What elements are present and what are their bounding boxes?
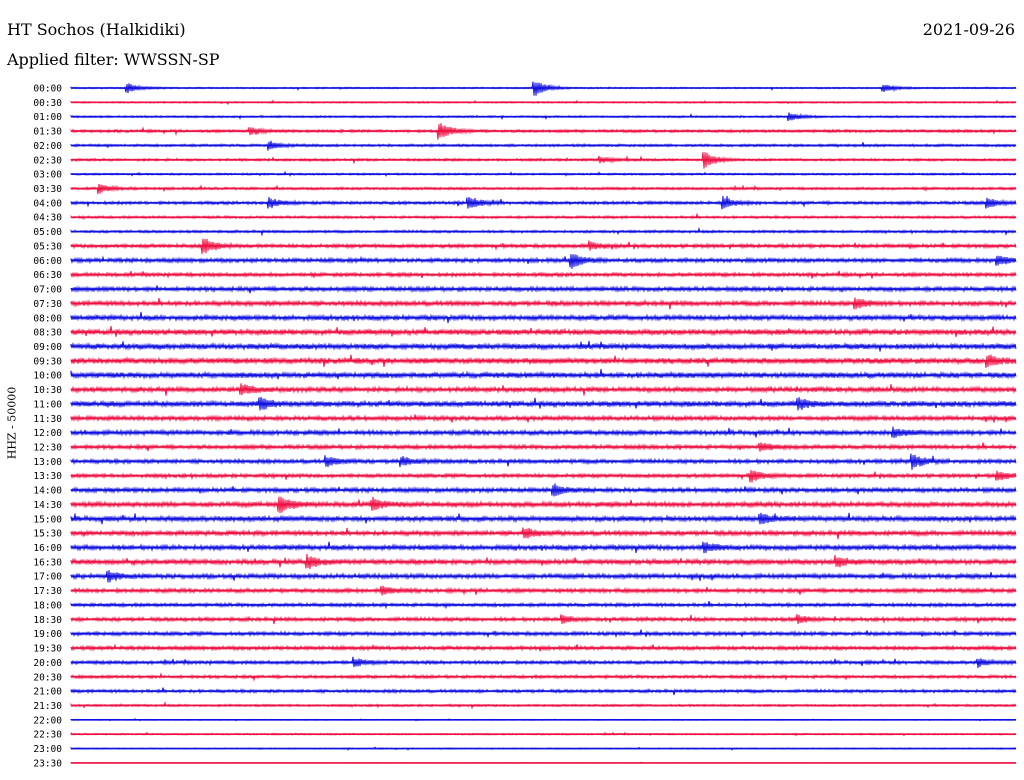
time-tick-label: 05:00: [33, 227, 62, 238]
time-tick-label: 20:00: [33, 658, 62, 669]
time-tick-label: 21:00: [33, 687, 62, 698]
time-tick-label: 06:00: [33, 256, 62, 267]
time-tick-label: 07:30: [33, 299, 62, 310]
time-tick-label: 03:30: [33, 184, 62, 195]
time-tick-label: 11:30: [33, 414, 62, 425]
time-tick-label: 14:30: [33, 500, 62, 511]
time-tick-label: 17:30: [33, 586, 62, 597]
time-tick-label: 10:30: [33, 385, 62, 396]
time-tick-label: 04:30: [33, 213, 62, 224]
time-tick-label: 08:30: [33, 328, 62, 339]
time-tick-label: 12:00: [33, 428, 62, 439]
time-tick-label: 11:00: [33, 399, 62, 410]
date-label: 2021-09-26: [922, 20, 1015, 39]
time-tick-label: 06:30: [33, 270, 62, 281]
time-tick-label: 17:00: [33, 572, 62, 583]
time-tick-label: 13:30: [33, 471, 62, 482]
time-tick-label: 02:00: [33, 141, 62, 152]
time-tick-label: 00:30: [33, 98, 62, 109]
time-tick-label: 04:00: [33, 198, 62, 209]
seismic-trace: [70, 368, 1017, 380]
time-tick-label: 03:00: [33, 170, 62, 181]
time-tick-label: 18:30: [33, 615, 62, 626]
time-tick-label: 15:30: [33, 529, 62, 540]
time-tick-label: 18:00: [33, 600, 62, 611]
time-tick-label: 09:00: [33, 342, 62, 353]
time-tick-label: 02:30: [33, 155, 62, 166]
time-tick-label: 23:30: [33, 758, 62, 769]
time-tick-label: 12:30: [33, 443, 62, 454]
station-title: HT Sochos (Halkidiki): [7, 20, 186, 39]
time-tick-label: 01:00: [33, 112, 62, 123]
time-tick-label: 00:00: [33, 84, 62, 95]
time-tick-label: 19:00: [33, 629, 62, 640]
time-tick-label: 16:00: [33, 543, 62, 554]
time-tick-label: 14:00: [33, 486, 62, 497]
time-tick-label: 07:00: [33, 285, 62, 296]
time-tick-label: 05:30: [33, 241, 62, 252]
time-tick-label: 19:30: [33, 644, 62, 655]
time-tick-label: 22:00: [33, 715, 62, 726]
filter-label: Applied filter: WWSSN-SP: [7, 50, 220, 69]
time-tick-label: 13:00: [33, 457, 62, 468]
time-tick-label: 15:00: [33, 514, 62, 525]
time-tick-label: 01:30: [33, 127, 62, 138]
time-tick-label: 08:00: [33, 313, 62, 324]
seismic-trace: [70, 254, 1017, 269]
time-tick-label: 09:30: [33, 356, 62, 367]
time-tick-label: 23:00: [33, 744, 62, 755]
time-tick-label: 20:30: [33, 672, 62, 683]
time-tick-label: 10:00: [33, 371, 62, 382]
time-tick-label: 16:30: [33, 557, 62, 568]
time-tick-label: 22:30: [33, 730, 62, 741]
time-tick-label: 21:30: [33, 701, 62, 712]
